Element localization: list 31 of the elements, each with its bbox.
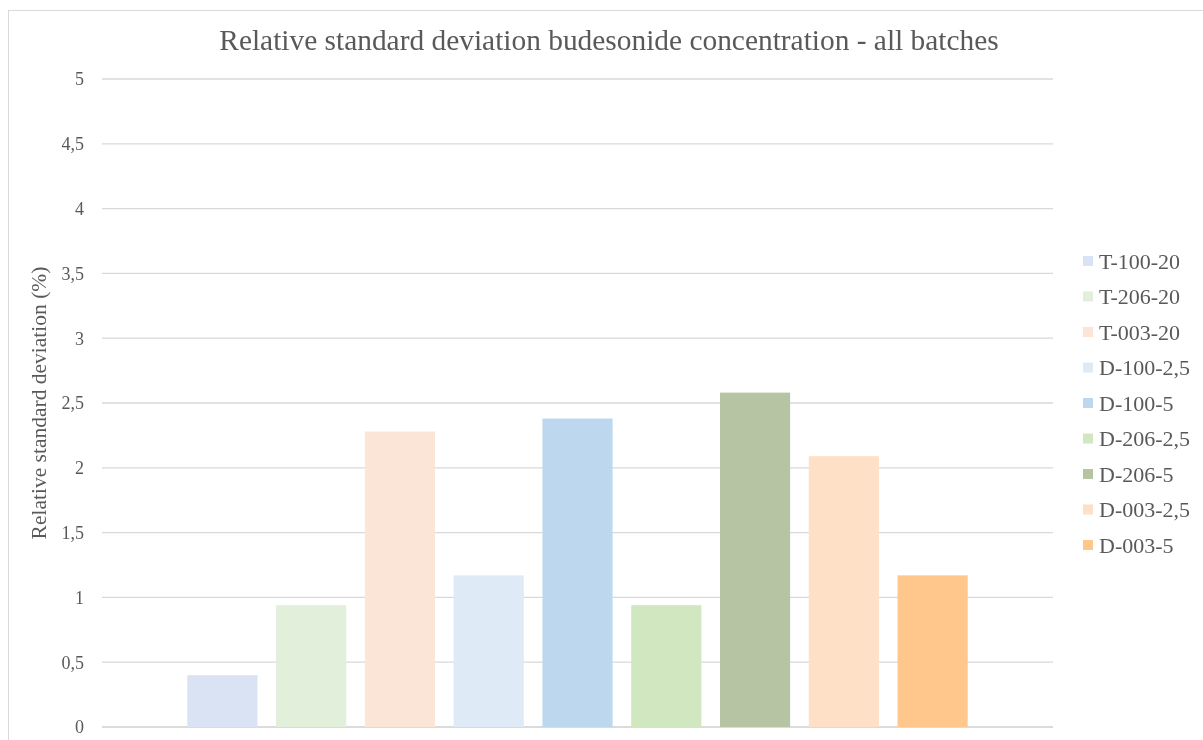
y-tick-label: 2,5 (61, 393, 84, 414)
bar (187, 675, 258, 727)
bar (276, 605, 347, 727)
legend-label: D-100-5 (1099, 390, 1174, 416)
bar (453, 575, 524, 727)
bar (542, 418, 613, 727)
chart-title: Relative standard deviation budesonide concentration - all batches (219, 24, 999, 56)
y-tick-label: 1,5 (61, 522, 84, 543)
legend-label: D-003-2,5 (1099, 497, 1191, 523)
y-tick-label: 0 (75, 717, 84, 738)
bar (631, 605, 702, 727)
y-tick-label: 1 (75, 587, 84, 608)
y-tick-label: 3,5 (61, 263, 84, 284)
bar (719, 392, 791, 727)
y-tick-label: 5 (75, 69, 84, 90)
bar (897, 575, 968, 727)
y-tick-label: 2 (75, 458, 84, 479)
legend-label: D-206-2,5 (1099, 426, 1191, 452)
legend-label: D-206-5 (1099, 461, 1174, 487)
bar (364, 431, 436, 727)
legend-label: D-003-5 (1099, 532, 1174, 558)
legend-label: D-100-2,5 (1099, 355, 1191, 381)
y-tick-label: 0,5 (61, 652, 84, 673)
legend-label: T-003-20 (1099, 319, 1181, 345)
legend-label: T-206-20 (1099, 284, 1181, 310)
y-axis-title: Relative standard deviation (%) (27, 266, 51, 540)
y-tick-label: 4 (75, 198, 84, 219)
y-tick-label: 3 (75, 328, 84, 349)
bar (808, 456, 879, 727)
y-tick-label: 4,5 (61, 134, 84, 155)
legend-label: T-100-20 (1099, 248, 1181, 274)
